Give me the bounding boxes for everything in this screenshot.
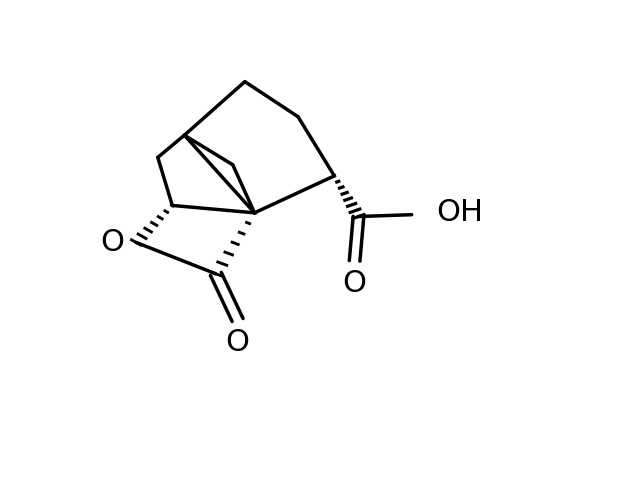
Text: O: O: [226, 328, 250, 357]
Text: O: O: [100, 228, 124, 257]
Text: O: O: [343, 268, 367, 298]
Text: OH: OH: [437, 198, 484, 228]
